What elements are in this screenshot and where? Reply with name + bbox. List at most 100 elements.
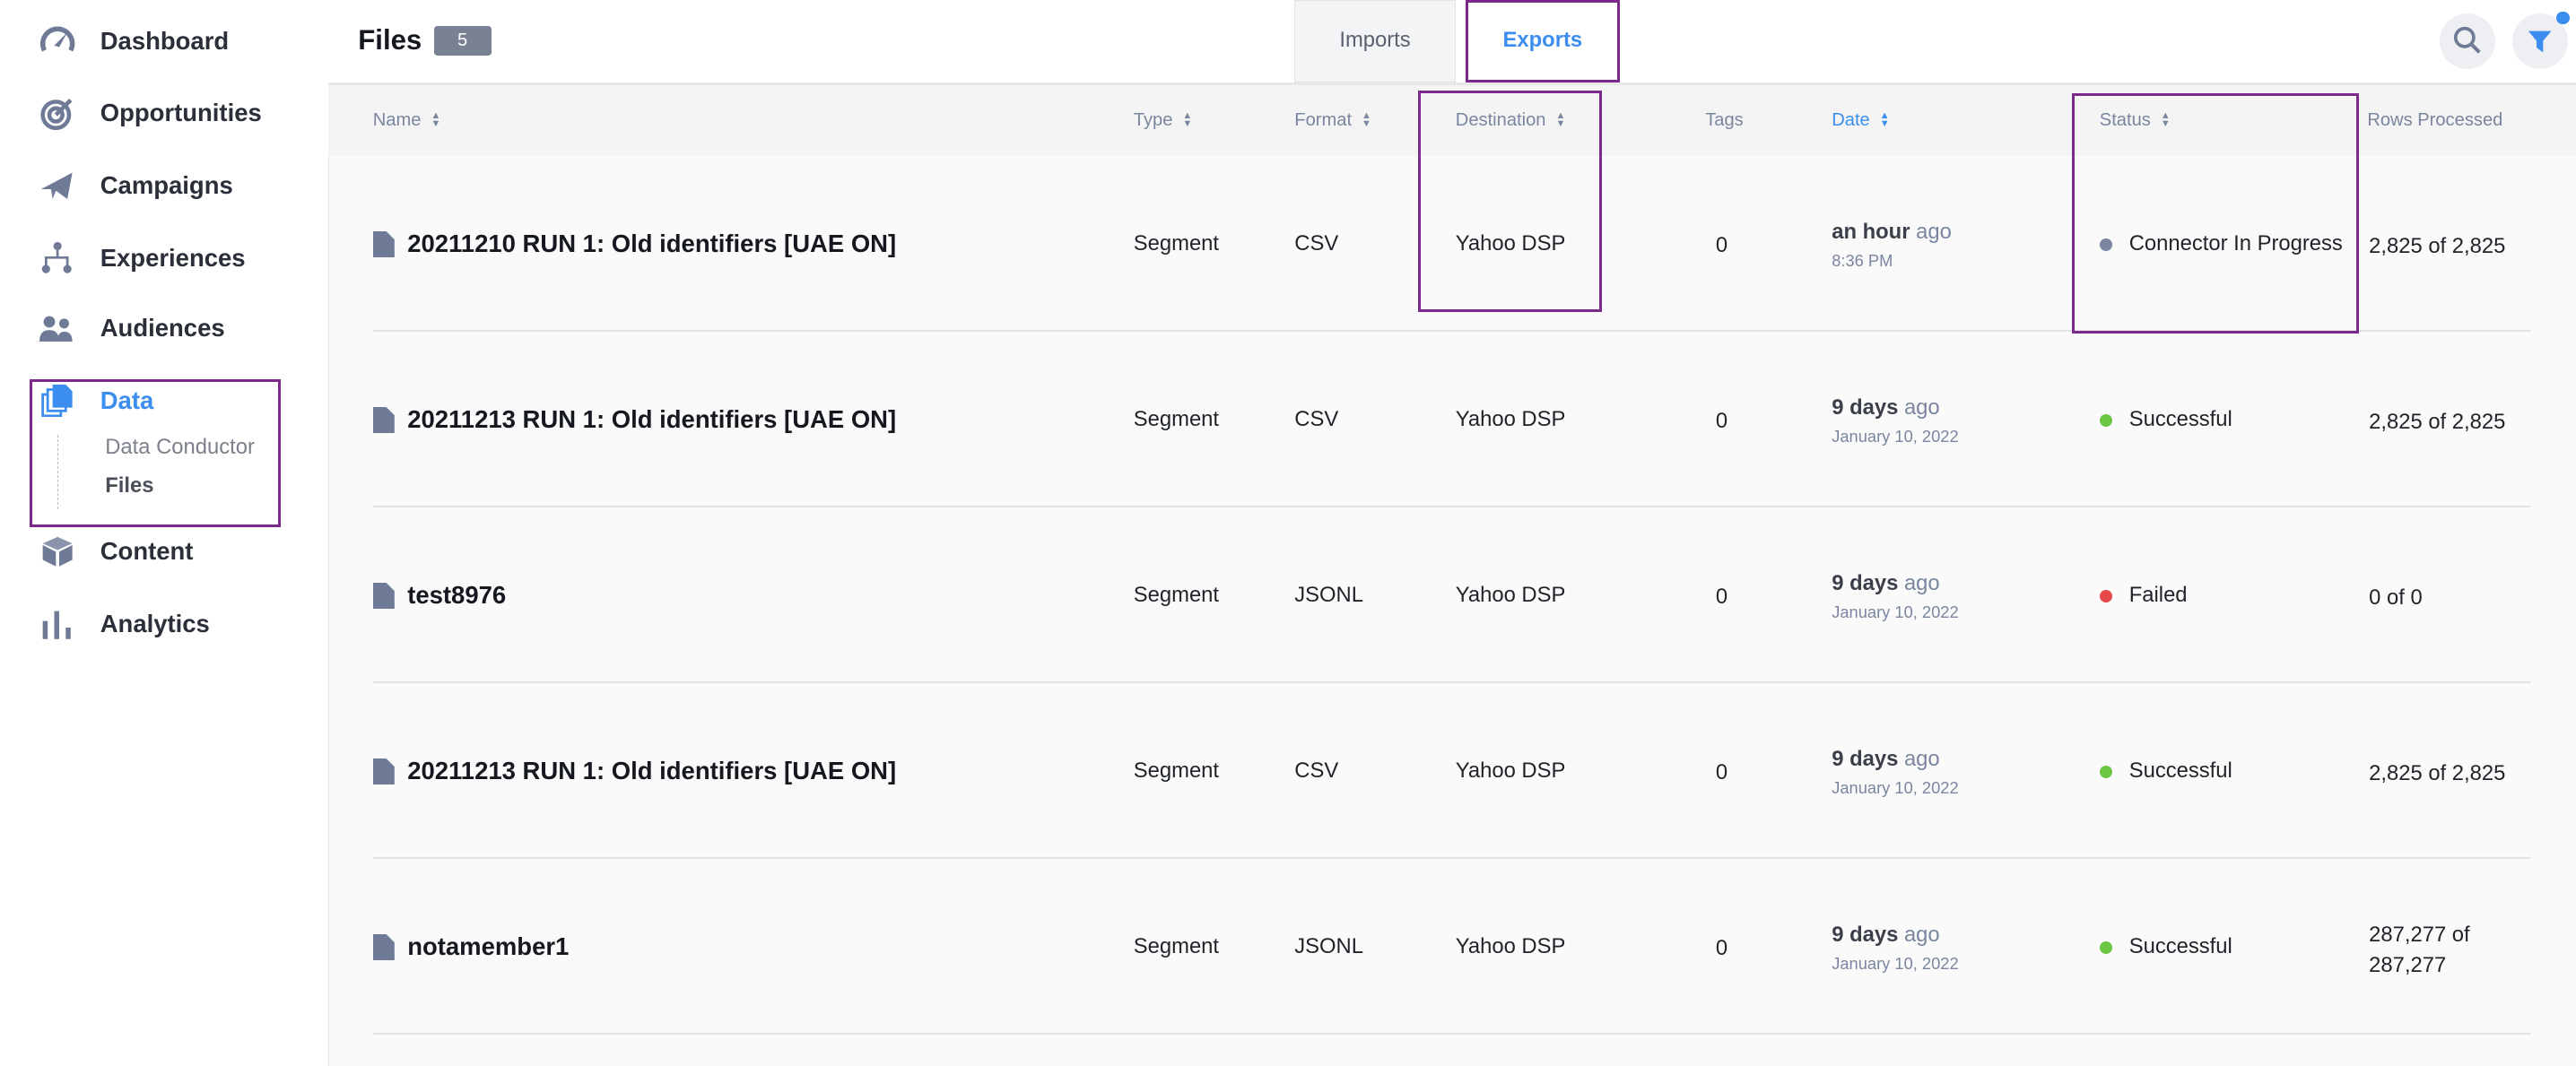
format: CSV <box>1294 407 1339 432</box>
file-name[interactable]: notamember1 <box>372 932 569 961</box>
destination: Yahoo DSP <box>1455 934 1566 959</box>
tags-count: 0 <box>1715 936 1728 960</box>
tags-count: 0 <box>1715 409 1728 434</box>
status: Successful <box>2099 407 2232 432</box>
format: CSV <box>1294 758 1339 784</box>
highlight-box-data-nav <box>29 379 282 527</box>
status: Successful <box>2099 758 2232 784</box>
status: Connector In Progress <box>2099 231 2343 256</box>
date-relative: 9 days ago <box>1832 571 1940 596</box>
hierarchy-icon <box>41 242 72 273</box>
sidebar-item-campaigns[interactable]: Campaigns <box>39 166 233 205</box>
rows-processed: 0 of 0 <box>2369 585 2423 611</box>
rows-processed: 2,825 of 2,825 <box>2369 234 2506 259</box>
files-icon <box>41 384 73 417</box>
target-icon <box>40 99 73 130</box>
date-absolute: 8:36 PM <box>1832 251 1893 271</box>
format: CSV <box>1294 231 1339 256</box>
type: Segment <box>1133 583 1220 608</box>
format: JSONL <box>1294 934 1363 959</box>
table-row[interactable]: 20211213 RUN 1: Old identifiers [UAE ON]… <box>328 683 2576 859</box>
type: Segment <box>1133 934 1220 959</box>
table-header <box>328 85 2576 156</box>
column-header-name[interactable]: Name ▲ ▼ <box>372 109 441 130</box>
highlight-box-status <box>2071 93 2360 334</box>
tags-count: 0 <box>1715 585 1728 610</box>
status-dot <box>2099 765 2113 779</box>
sidebar-item-experiences[interactable]: Experiences <box>39 238 246 278</box>
row-divider <box>372 330 2530 332</box>
file-icon <box>372 406 395 434</box>
sidebar: Dashboard Opportunities Campaigns Experi… <box>0 0 330 1066</box>
sort-icon: ▲ ▼ <box>1879 110 1890 130</box>
sidebar-item-dashboard[interactable]: Dashboard <box>39 22 229 61</box>
date-relative: 9 days ago <box>1832 747 1940 772</box>
destination: Yahoo DSP <box>1455 583 1566 608</box>
highlight-box-destination <box>1417 90 1602 312</box>
file-icon <box>372 582 395 610</box>
file-name[interactable]: 20211213 RUN 1: Old identifiers [UAE ON] <box>372 757 896 785</box>
sidebar-item-analytics[interactable]: Analytics <box>39 604 210 644</box>
users-icon <box>39 316 73 342</box>
search-button[interactable] <box>2439 13 2496 69</box>
sidebar-subitem-files[interactable]: Files <box>105 472 154 498</box>
sidebar-item-content[interactable]: Content <box>39 532 193 571</box>
file-name[interactable]: test8976 <box>372 581 506 610</box>
destination: Yahoo DSP <box>1455 407 1566 432</box>
date-relative: an hour ago <box>1832 220 1952 245</box>
status-dot <box>2099 940 2113 955</box>
gauge-icon <box>39 26 75 53</box>
status-dot <box>2099 413 2113 428</box>
rows-processed: 287,277 of 287,277 <box>2369 922 2470 978</box>
sidebar-subitem-data-conductor[interactable]: Data Conductor <box>105 435 255 460</box>
column-header-destination[interactable]: Destination ▲ ▼ <box>1455 109 1566 130</box>
file-icon <box>372 933 395 960</box>
column-header-status[interactable]: Status ▲ ▼ <box>2099 109 2171 130</box>
column-header-date[interactable]: Date ▲ ▼ <box>1832 109 1890 130</box>
column-header-tags: Tags <box>1705 109 1744 130</box>
sort-icon: ▲ ▼ <box>2160 110 2171 130</box>
sort-icon: ▲ ▼ <box>1182 110 1193 130</box>
sort-icon: ▲ ▼ <box>1362 110 1371 130</box>
row-divider <box>372 506 2530 507</box>
sidebar-item-opportunities[interactable]: Opportunities <box>39 93 262 133</box>
row-divider <box>372 681 2530 683</box>
file-icon <box>372 758 395 784</box>
status-dot <box>2099 238 2113 252</box>
file-name[interactable]: 20211213 RUN 1: Old identifiers [UAE ON] <box>372 405 896 434</box>
file-name[interactable]: 20211210 RUN 1: Old identifiers [UAE ON] <box>372 230 896 258</box>
submenu-guide <box>57 435 58 509</box>
filter-icon <box>2528 30 2552 53</box>
tab-imports[interactable]: Imports <box>1294 0 1456 82</box>
sidebar-item-audiences[interactable]: Audiences <box>39 308 225 348</box>
type: Segment <box>1133 231 1220 256</box>
page-title: Files <box>358 24 422 56</box>
bar-chart-icon <box>42 611 71 639</box>
tags-count: 0 <box>1715 760 1728 785</box>
column-header-type[interactable]: Type ▲ ▼ <box>1133 109 1193 130</box>
row-divider <box>372 857 2530 859</box>
sort-icon: ▲ ▼ <box>431 110 441 130</box>
table-row[interactable]: 20211213 RUN 1: Old identifiers [UAE ON]… <box>328 332 2576 507</box>
search-icon <box>2453 27 2481 55</box>
status: Failed <box>2099 583 2188 608</box>
filter-active-indicator <box>2555 11 2570 25</box>
column-header-format[interactable]: Format ▲ ▼ <box>1294 109 1371 130</box>
date-absolute: January 10, 2022 <box>1832 954 1959 974</box>
status: Successful <box>2099 934 2232 959</box>
table-row[interactable]: test8976 Segment JSONL Yahoo DSP 0 9 day… <box>328 507 2576 683</box>
date-absolute: January 10, 2022 <box>1832 778 1959 798</box>
column-header-rows-processed: Rows Processed <box>2367 109 2503 130</box>
header: Files 5 Imports Exports <box>328 0 2576 86</box>
tab-exports[interactable]: Exports <box>1465 0 1620 82</box>
date-absolute: January 10, 2022 <box>1832 602 1959 622</box>
sort-icon: ▲ ▼ <box>1555 110 1566 130</box>
tags-count: 0 <box>1715 233 1728 258</box>
table-row[interactable]: notamember1 Segment JSONL Yahoo DSP 0 9 … <box>328 859 2576 1035</box>
type: Segment <box>1133 407 1220 432</box>
paper-plane-icon <box>40 172 73 199</box>
sidebar-item-data[interactable]: Data <box>39 381 153 420</box>
table-row[interactable]: 20211210 RUN 1: Old identifiers [UAE ON]… <box>328 156 2576 332</box>
date-relative: 9 days ago <box>1832 395 1940 420</box>
format: JSONL <box>1294 583 1363 608</box>
